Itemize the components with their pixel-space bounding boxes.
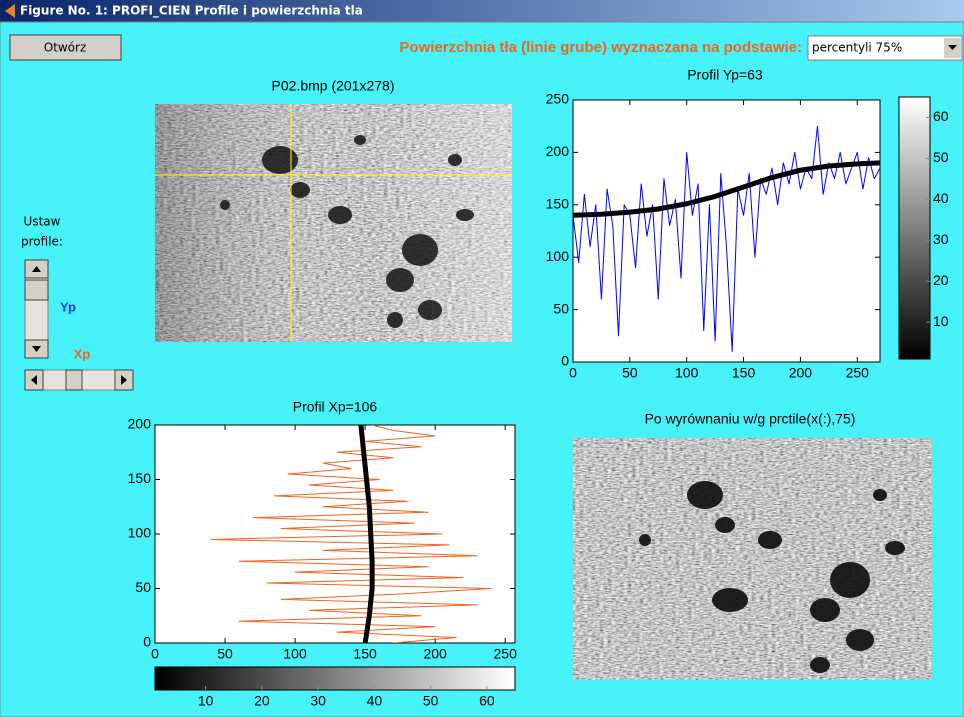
y-tick-label: 100 (128, 525, 152, 541)
x-tick-label: 50 (622, 365, 638, 381)
y-tick-label: 150 (128, 470, 152, 486)
colorbar-tick-label: 30 (310, 693, 326, 709)
xp-label: Xp (74, 346, 91, 361)
image (573, 438, 932, 680)
x-tick-label: 250 (846, 365, 870, 381)
y-tick-label: 200 (128, 416, 152, 432)
x-tick-label: 100 (283, 646, 307, 662)
y-tick-label: 0 (561, 353, 569, 369)
colorbar-tick-label: 10 (933, 313, 949, 329)
page: Figure No. 1: PROFI_CIEN Profile i powie… (0, 0, 964, 717)
x-tick-label: 150 (353, 646, 377, 662)
open-button-label[interactable]: Otwórz (44, 41, 87, 55)
y-tick-label: 200 (546, 143, 570, 159)
y-tick-label: 50 (553, 300, 569, 316)
colorbar (899, 97, 930, 359)
y-tick-label: 150 (546, 196, 570, 212)
surface-label: Powierzchnia tła (linie grube) wyznaczan… (399, 39, 802, 56)
colorbar-tick-label: 40 (933, 190, 949, 206)
x-tick-label: 250 (494, 646, 518, 662)
colorbar-tick-label: 50 (933, 149, 949, 165)
image-texture (573, 438, 932, 680)
chart-title: Profil Yp=63 (687, 67, 763, 83)
colorbar-tick-label: 40 (367, 693, 383, 709)
image-title: P02.bmp (201x278) (272, 78, 395, 94)
colorbar-tick-label: 10 (198, 693, 214, 709)
y-tick-label: 0 (143, 634, 151, 650)
colorbar-tick-label: 60 (933, 108, 949, 124)
x-tick-label: 150 (732, 365, 756, 381)
colorbar-tick-label: 30 (933, 231, 949, 247)
colorbar-tick-label: 20 (933, 272, 949, 288)
x-tick-label: 0 (569, 365, 577, 381)
plot-area (155, 425, 515, 643)
x-tick-label: 200 (423, 646, 447, 662)
yp-slider-thumb[interactable] (25, 280, 48, 300)
figure-window: Figure No. 1: PROFI_CIEN Profile i powie… (0, 0, 964, 717)
x-tick-label: 50 (217, 646, 233, 662)
yp-label: Yp (60, 299, 76, 314)
x-tick-label: 100 (675, 365, 699, 381)
y-tick-label: 50 (135, 579, 151, 595)
method-select-value[interactable]: percentyli 75% (812, 41, 902, 55)
image-shade (155, 104, 512, 342)
colorbar-tick-label: 20 (254, 693, 270, 709)
x-tick-label: 0 (151, 646, 159, 662)
image (155, 104, 512, 342)
window-title: Figure No. 1: PROFI_CIEN Profile i powie… (20, 4, 363, 19)
set-profiles-label: profile: (21, 235, 63, 249)
set-profiles-label: Ustaw (24, 215, 61, 229)
x-tick-label: 200 (789, 365, 813, 381)
y-tick-label: 100 (546, 248, 570, 264)
image-title: Po wyrównaniu w/g prctile(x(:),75) (645, 411, 856, 427)
chart-title: Profil Xp=106 (293, 399, 378, 415)
xp-slider-thumb[interactable] (66, 370, 82, 390)
colorbar-tick-label: 60 (479, 693, 495, 709)
y-tick-label: 250 (546, 91, 570, 107)
colorbar-tick-label: 50 (423, 693, 439, 709)
colorbar (155, 667, 515, 690)
